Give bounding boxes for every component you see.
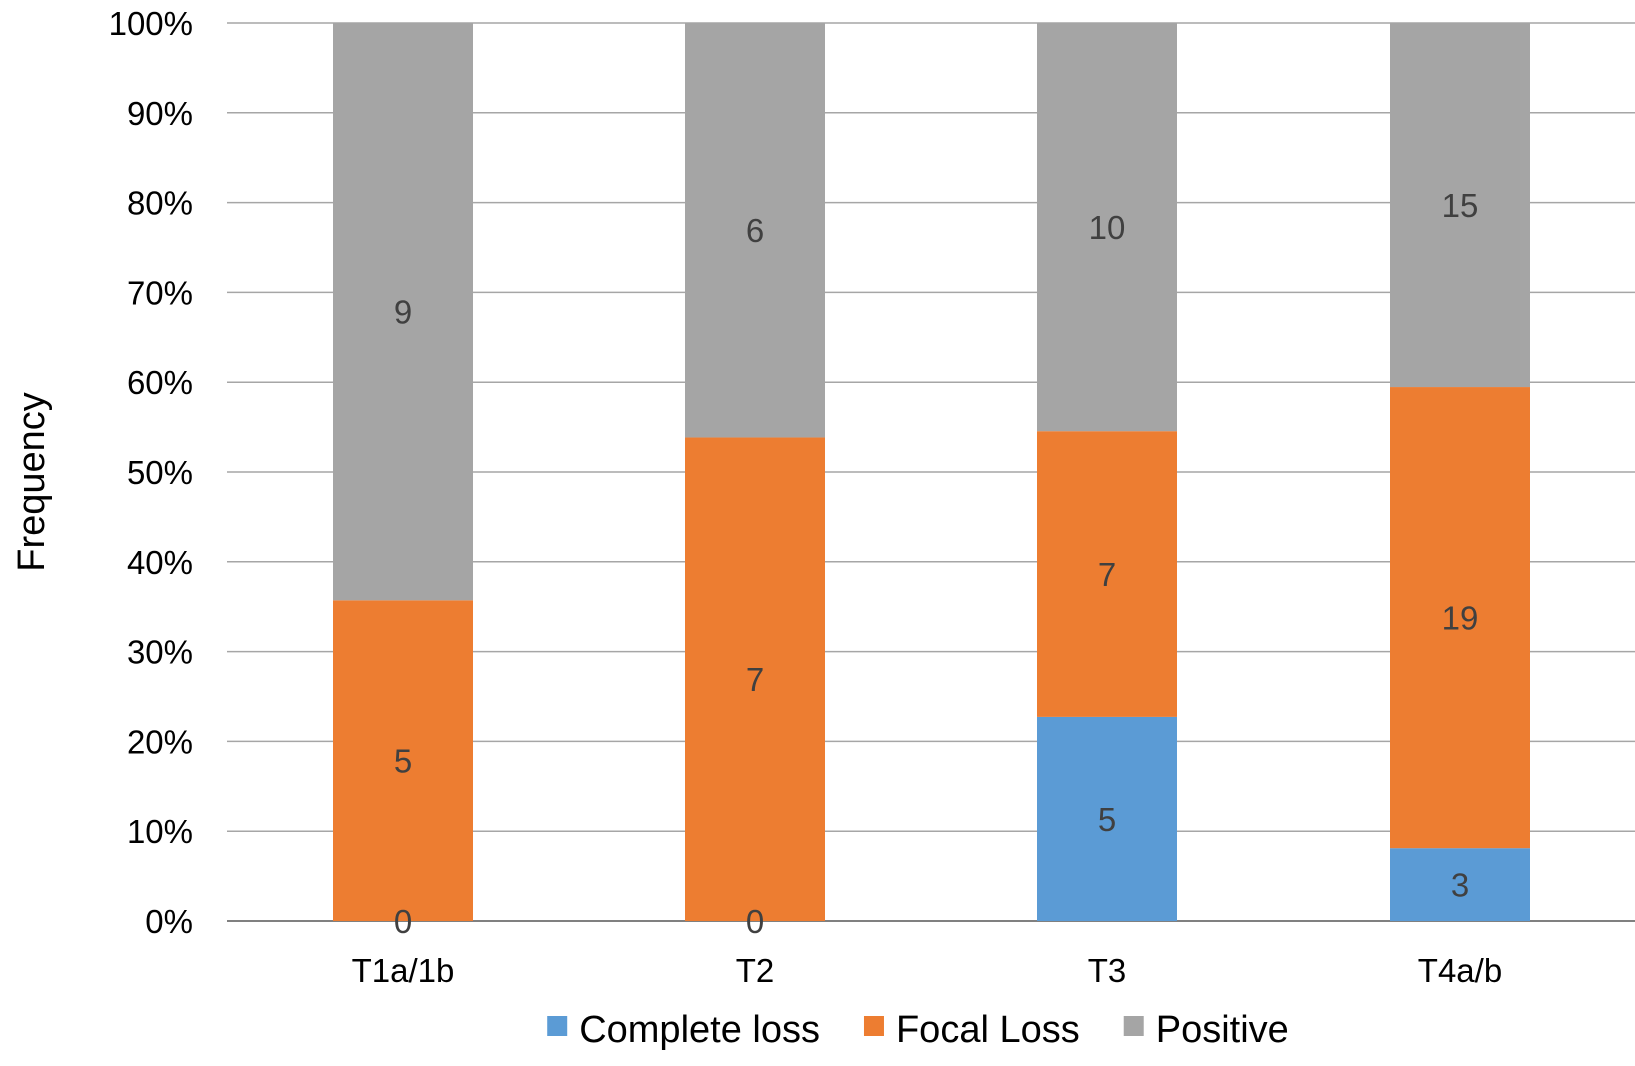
bar-positive xyxy=(685,23,825,438)
x-tick-label: T3 xyxy=(1088,952,1127,989)
data-label-positive: 10 xyxy=(1089,209,1126,246)
y-tick-label: 80% xyxy=(127,185,193,222)
y-tick-label: 10% xyxy=(127,813,193,850)
legend-label-focal-loss: Focal Loss xyxy=(896,1009,1080,1051)
data-label-positive: 6 xyxy=(746,212,764,249)
data-label-focal-loss: 7 xyxy=(746,661,764,698)
data-label-complete-loss: 3 xyxy=(1451,867,1469,904)
y-axis-title: Frequency xyxy=(11,392,53,572)
y-tick-label: 50% xyxy=(127,454,193,491)
bar-focal-loss xyxy=(1037,431,1177,717)
legend-swatch-focal-loss xyxy=(863,1016,884,1036)
data-label-complete-loss: 0 xyxy=(394,903,412,940)
data-label-complete-loss: 0 xyxy=(746,903,764,940)
y-tick-label: 20% xyxy=(127,723,193,760)
y-tick-label: 60% xyxy=(127,364,193,401)
data-label-focal-loss: 5 xyxy=(394,743,412,780)
data-labels: 0 5 9 0 7 6 5 7 10 3 19 15 xyxy=(394,187,1479,940)
legend-swatch-complete-loss xyxy=(547,1016,568,1036)
bar-complete-loss xyxy=(1037,716,1177,921)
x-axis-tick-labels: T1a/1b T2 T3 T4a/b xyxy=(352,952,1503,989)
y-axis-tick-labels: 0% 10% 20% 30% 40% 50% 60% 70% 80% 90% 100% xyxy=(109,5,193,940)
y-tick-label: 30% xyxy=(127,634,193,671)
y-tick-label: 100% xyxy=(109,5,193,42)
bar-focal-loss xyxy=(333,600,473,921)
x-tick-label: T2 xyxy=(736,952,775,989)
y-tick-label: 70% xyxy=(127,274,193,311)
bars xyxy=(333,23,1530,921)
y-tick-label: 0% xyxy=(145,903,193,940)
data-label-focal-loss: 7 xyxy=(1098,556,1116,593)
x-tick-label: T1a/1b xyxy=(352,952,455,989)
bar-focal-loss xyxy=(1390,387,1530,849)
bar-positive xyxy=(333,23,473,601)
legend-swatch-positive xyxy=(1123,1016,1144,1036)
bar-focal-loss xyxy=(685,437,825,921)
bar-positive xyxy=(1390,23,1530,388)
y-tick-label: 40% xyxy=(127,544,193,581)
data-label-positive: 9 xyxy=(394,294,412,331)
data-label-complete-loss: 5 xyxy=(1098,801,1116,838)
data-label-focal-loss: 19 xyxy=(1442,600,1479,637)
bar-positive xyxy=(1037,23,1177,432)
x-tick-label: T4a/b xyxy=(1418,952,1502,989)
legend: Complete loss Focal Loss Positive xyxy=(547,1009,1289,1051)
legend-label-complete-loss: Complete loss xyxy=(579,1009,820,1051)
data-label-positive: 15 xyxy=(1442,187,1479,224)
bar-complete-loss xyxy=(1390,848,1530,921)
legend-label-positive: Positive xyxy=(1156,1009,1289,1051)
y-tick-label: 90% xyxy=(127,95,193,132)
